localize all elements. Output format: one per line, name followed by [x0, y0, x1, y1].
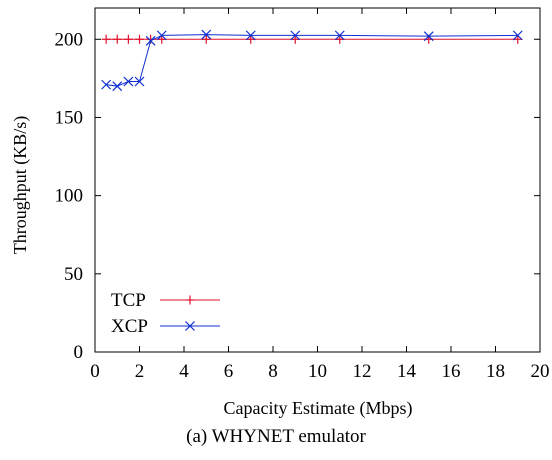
legend: TCP XCP: [111, 290, 220, 337]
tcp-point: [202, 35, 211, 44]
tcp-point: [135, 35, 144, 44]
legend-entry-tcp: TCP: [111, 290, 220, 311]
x-tick-label: 16: [442, 361, 461, 382]
series: [102, 30, 523, 91]
x-tick-label: 6: [224, 361, 234, 382]
legend-label-tcp: TCP: [111, 290, 146, 311]
y-tick-label: 100: [55, 186, 84, 207]
y-tick-label: 50: [64, 264, 83, 285]
y-tick-label: 0: [74, 342, 84, 363]
xcp-line: [106, 35, 518, 87]
x-tick-label: 2: [135, 361, 145, 382]
tcp-point: [124, 35, 133, 44]
y-tick-label: 200: [55, 29, 84, 50]
x-tick-label: 8: [268, 361, 278, 382]
x-tick-label: 18: [486, 361, 505, 382]
y-axis-label: Throughput (KB/s): [10, 116, 31, 255]
x-tick-label: 20: [531, 361, 550, 382]
tcp-point: [102, 35, 111, 44]
x-axis-label: Capacity Estimate (Mbps): [224, 398, 413, 419]
figure-caption: (a) WHYNET emulator: [0, 426, 552, 448]
x-tick-label: 0: [90, 361, 100, 382]
legend-label-xcp: XCP: [111, 316, 148, 337]
tcp-point: [113, 35, 122, 44]
legend-marker-tcp: [186, 296, 195, 305]
y-tick-label: 150: [55, 107, 84, 128]
x-tick-label: 14: [397, 361, 417, 382]
x-tick-label: 4: [179, 361, 189, 382]
x-tick-label: 10: [308, 361, 327, 382]
x-tick-label: 12: [353, 361, 372, 382]
legend-entry-xcp: XCP: [111, 316, 220, 337]
